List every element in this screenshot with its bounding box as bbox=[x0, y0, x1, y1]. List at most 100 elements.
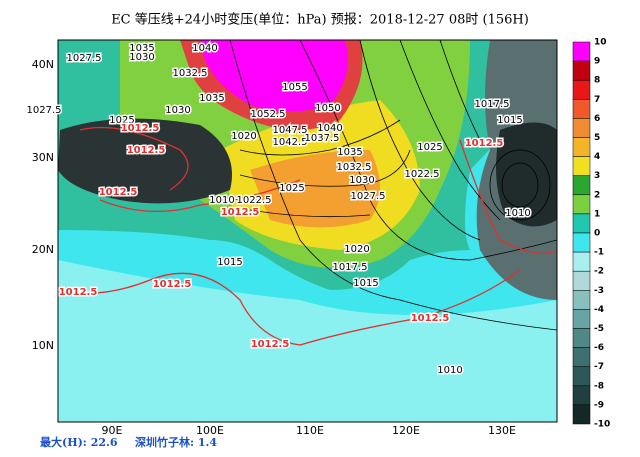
isobars bbox=[229, 40, 557, 331]
isobar-label: 1017.5 bbox=[333, 262, 368, 273]
colorbar-label: -7 bbox=[594, 362, 604, 372]
darkest-sea bbox=[496, 122, 557, 227]
lon-label: 110E bbox=[296, 424, 324, 437]
isobar-label: 1035 bbox=[199, 93, 224, 104]
isobar-label: 1055 bbox=[282, 82, 307, 93]
change-label: 1012.5 bbox=[251, 339, 290, 350]
isobar-label: 1032.5 bbox=[173, 68, 208, 79]
colorbar-label: 5 bbox=[594, 133, 600, 143]
isobar-label: 1010 bbox=[437, 365, 462, 376]
max-value: 最大(H): 22.6 bbox=[40, 435, 118, 449]
change-label: 1012.5 bbox=[59, 287, 98, 298]
isobar-label: 1010 bbox=[209, 195, 234, 206]
colorbar-label: -6 bbox=[594, 343, 604, 353]
isobar-label: 1027.5 bbox=[67, 53, 102, 64]
colorbar-label: -3 bbox=[594, 286, 604, 296]
isobar-label: 1025 bbox=[109, 115, 134, 126]
colorbar-label: 1 bbox=[594, 209, 600, 219]
colorbar-label: 7 bbox=[594, 95, 600, 105]
colorbar-segment bbox=[572, 290, 591, 310]
colorbar-label: -5 bbox=[594, 324, 604, 334]
lon-label: 90E bbox=[102, 424, 123, 437]
isobar-label: 1035 bbox=[129, 43, 154, 54]
isobar-label: 1040 bbox=[192, 43, 217, 54]
isobar-label: 1030 bbox=[129, 52, 154, 63]
tibet-area bbox=[58, 118, 232, 204]
colorbar-segment bbox=[572, 60, 591, 81]
colorbar-label: 4 bbox=[594, 152, 600, 162]
map bbox=[57, 39, 558, 423]
isobar-label: 1052.5 bbox=[251, 109, 286, 120]
orange-area bbox=[250, 150, 380, 228]
colorbar-label: -9 bbox=[594, 400, 604, 410]
isobar-label: 1035 bbox=[337, 147, 362, 158]
isobar-label: 1010 bbox=[505, 208, 530, 219]
station-value: 深圳竹子林: 1.4 bbox=[135, 435, 217, 449]
magenta-area bbox=[200, 40, 348, 112]
change-label: 1012.5 bbox=[221, 207, 260, 218]
isobar-label: 1020 bbox=[344, 244, 369, 255]
isobar-label: 1050 bbox=[315, 103, 340, 114]
isobar-label: 1025 bbox=[279, 183, 304, 194]
isobar-label: 1015 bbox=[217, 257, 242, 268]
colorbar-label: -10 bbox=[594, 420, 610, 430]
pale-area bbox=[58, 260, 557, 422]
title: EC 等压线+24小时变压(单位：hPa) 预报：2018-12-27 08时 … bbox=[111, 12, 529, 28]
colorbar-segment bbox=[572, 404, 591, 425]
change-label: 1012.5 bbox=[127, 145, 166, 156]
colorbar-label: 6 bbox=[594, 114, 600, 124]
lat-label: 30N bbox=[32, 151, 54, 164]
colorbar-segment bbox=[572, 175, 591, 196]
change-label: 1012.5 bbox=[99, 187, 138, 198]
isobar-label: 1015 bbox=[353, 278, 378, 289]
isobar-label: 1040 bbox=[317, 123, 342, 134]
isobar-label: 1025 bbox=[417, 142, 442, 153]
isobar-label: 1027.5 bbox=[27, 105, 62, 116]
lat-label: 20N bbox=[32, 243, 54, 256]
colorbar-segment bbox=[572, 385, 591, 406]
colorbar-segment bbox=[572, 79, 591, 100]
colorbar-segment bbox=[572, 366, 591, 387]
isobar-label: 1047.5 bbox=[273, 125, 308, 136]
colorbar-label: -2 bbox=[594, 267, 604, 277]
colorbar-segment bbox=[572, 41, 591, 62]
colorbar-segment bbox=[572, 251, 591, 272]
colorbar-label: -4 bbox=[594, 305, 604, 315]
colorbar-label: 8 bbox=[594, 76, 600, 86]
colorbar-label: 9 bbox=[594, 57, 600, 67]
colorbar-label: 3 bbox=[594, 171, 600, 181]
colorbar-segment bbox=[572, 347, 591, 367]
lon-label: 100E bbox=[196, 424, 224, 437]
isobar-label: 1030 bbox=[349, 175, 374, 186]
colorbar-label: 10 bbox=[594, 38, 607, 48]
colorbar-segment bbox=[572, 99, 591, 119]
colorbar-segment bbox=[572, 118, 591, 138]
map-frame bbox=[57, 39, 558, 423]
lon-label: 130E bbox=[488, 424, 516, 437]
colorbar-label: -8 bbox=[594, 381, 604, 391]
isobar-label: 1022.5 bbox=[405, 169, 440, 180]
colorbar-segment bbox=[572, 309, 591, 329]
colorbar-label: 2 bbox=[594, 190, 600, 200]
colorbar-segment bbox=[572, 232, 591, 253]
isobar-label: 1022.5 bbox=[237, 195, 272, 206]
colorbar-label: -1 bbox=[594, 248, 604, 258]
isobar-label: 1037.5 bbox=[305, 133, 340, 144]
change-label: 1012.5 bbox=[465, 138, 504, 149]
isobar-label: 1032.5 bbox=[337, 162, 372, 173]
colorbar-segment bbox=[572, 194, 591, 215]
colorbar-segment bbox=[572, 328, 591, 348]
lat-label: 10N bbox=[32, 339, 54, 352]
isobar-label: 1042.5 bbox=[273, 137, 308, 148]
change-label: 1012.5 bbox=[153, 279, 192, 290]
pressure-change-lines bbox=[58, 126, 557, 346]
isobar-label: 1030 bbox=[165, 105, 190, 116]
colorbar-label: 0 bbox=[594, 229, 600, 239]
isobar-label: 1015 bbox=[497, 115, 522, 126]
colorbar-segment bbox=[572, 137, 591, 157]
lat-label: 40N bbox=[32, 58, 54, 71]
colorbar-segment bbox=[572, 270, 591, 291]
isobar-label: 1027.5 bbox=[351, 191, 386, 202]
